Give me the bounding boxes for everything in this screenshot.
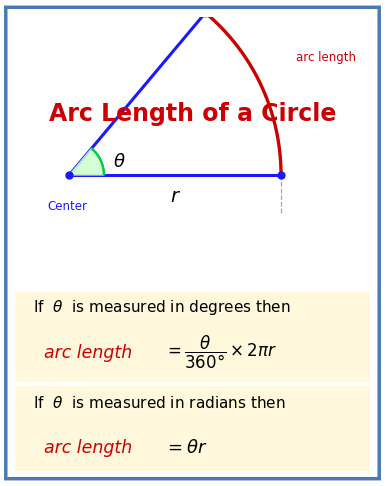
- Text: arc length: arc length: [44, 438, 132, 457]
- Text: arc length: arc length: [296, 51, 356, 64]
- Text: Center: Center: [47, 200, 87, 213]
- FancyBboxPatch shape: [5, 290, 380, 383]
- Text: If  $\theta$  is measured in degrees then: If $\theta$ is measured in degrees then: [33, 298, 291, 317]
- Text: If  $\theta$  is measured in radians then: If $\theta$ is measured in radians then: [33, 396, 286, 411]
- Text: $=\dfrac{\theta}{360°}\times 2\pi r$: $=\dfrac{\theta}{360°}\times 2\pi r$: [164, 334, 278, 371]
- Polygon shape: [69, 148, 104, 175]
- FancyBboxPatch shape: [5, 385, 380, 473]
- Text: arc length: arc length: [44, 344, 132, 362]
- Text: $r$: $r$: [170, 187, 181, 206]
- Text: $\theta$: $\theta$: [113, 153, 126, 171]
- Text: $= \theta r$: $= \theta r$: [164, 438, 208, 457]
- Text: Arc Length of a Circle: Arc Length of a Circle: [49, 102, 336, 126]
